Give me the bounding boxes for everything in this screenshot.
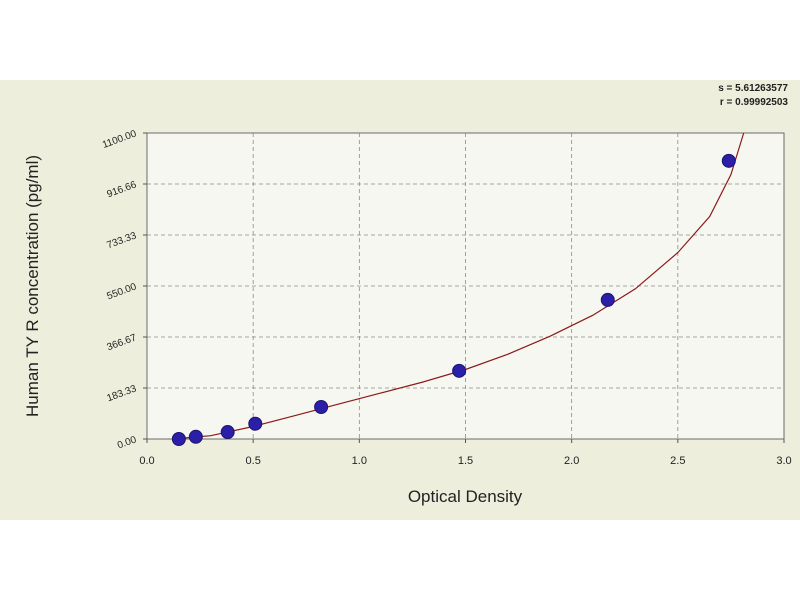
y-tick-label: 1100.00 <box>101 128 138 151</box>
data-point <box>721 153 736 168</box>
data-point <box>220 425 235 440</box>
y-tick-label: 0.00 <box>116 434 138 451</box>
data-point <box>171 432 186 446</box>
y-tick-label: 183.33 <box>106 383 139 404</box>
x-tick-label: 2.5 <box>670 455 685 467</box>
x-tick-label: 1.0 <box>352 455 367 467</box>
data-point <box>314 400 329 415</box>
y-tick-labels: 0.00 183.33 366.67 550.00 733.33 916.66 1100.0… <box>101 128 147 451</box>
fit-curve <box>172 132 745 440</box>
x-tick-label: 2.0 <box>564 455 579 467</box>
data-point <box>248 416 263 431</box>
x-tick-labels: 0.0 0.5 1.0 1.5 2.0 2.5 3.0 <box>139 439 792 467</box>
fit-r-value: r = 0.99992503 <box>719 97 788 108</box>
x-tick-label: 0.0 <box>139 455 154 467</box>
data-points <box>171 153 736 446</box>
data-point <box>600 292 615 307</box>
y-tick-label: 916.66 <box>106 179 139 200</box>
x-axis-label: Optical Density <box>408 487 523 506</box>
grid-lines <box>147 133 784 439</box>
data-point <box>188 429 203 444</box>
y-tick-label: 550.00 <box>106 281 139 302</box>
y-axis-label: Human TY R concentration (pg/ml) <box>23 155 42 417</box>
x-tick-label: 0.5 <box>246 455 261 467</box>
x-tick-label: 1.5 <box>458 455 473 467</box>
y-tick-label: 366.67 <box>106 332 139 353</box>
data-point <box>452 363 467 378</box>
x-tick-label: 3.0 <box>776 455 791 467</box>
y-tick-label: 733.33 <box>106 230 139 251</box>
fit-s-value: s = 5.61263577 <box>718 83 788 94</box>
